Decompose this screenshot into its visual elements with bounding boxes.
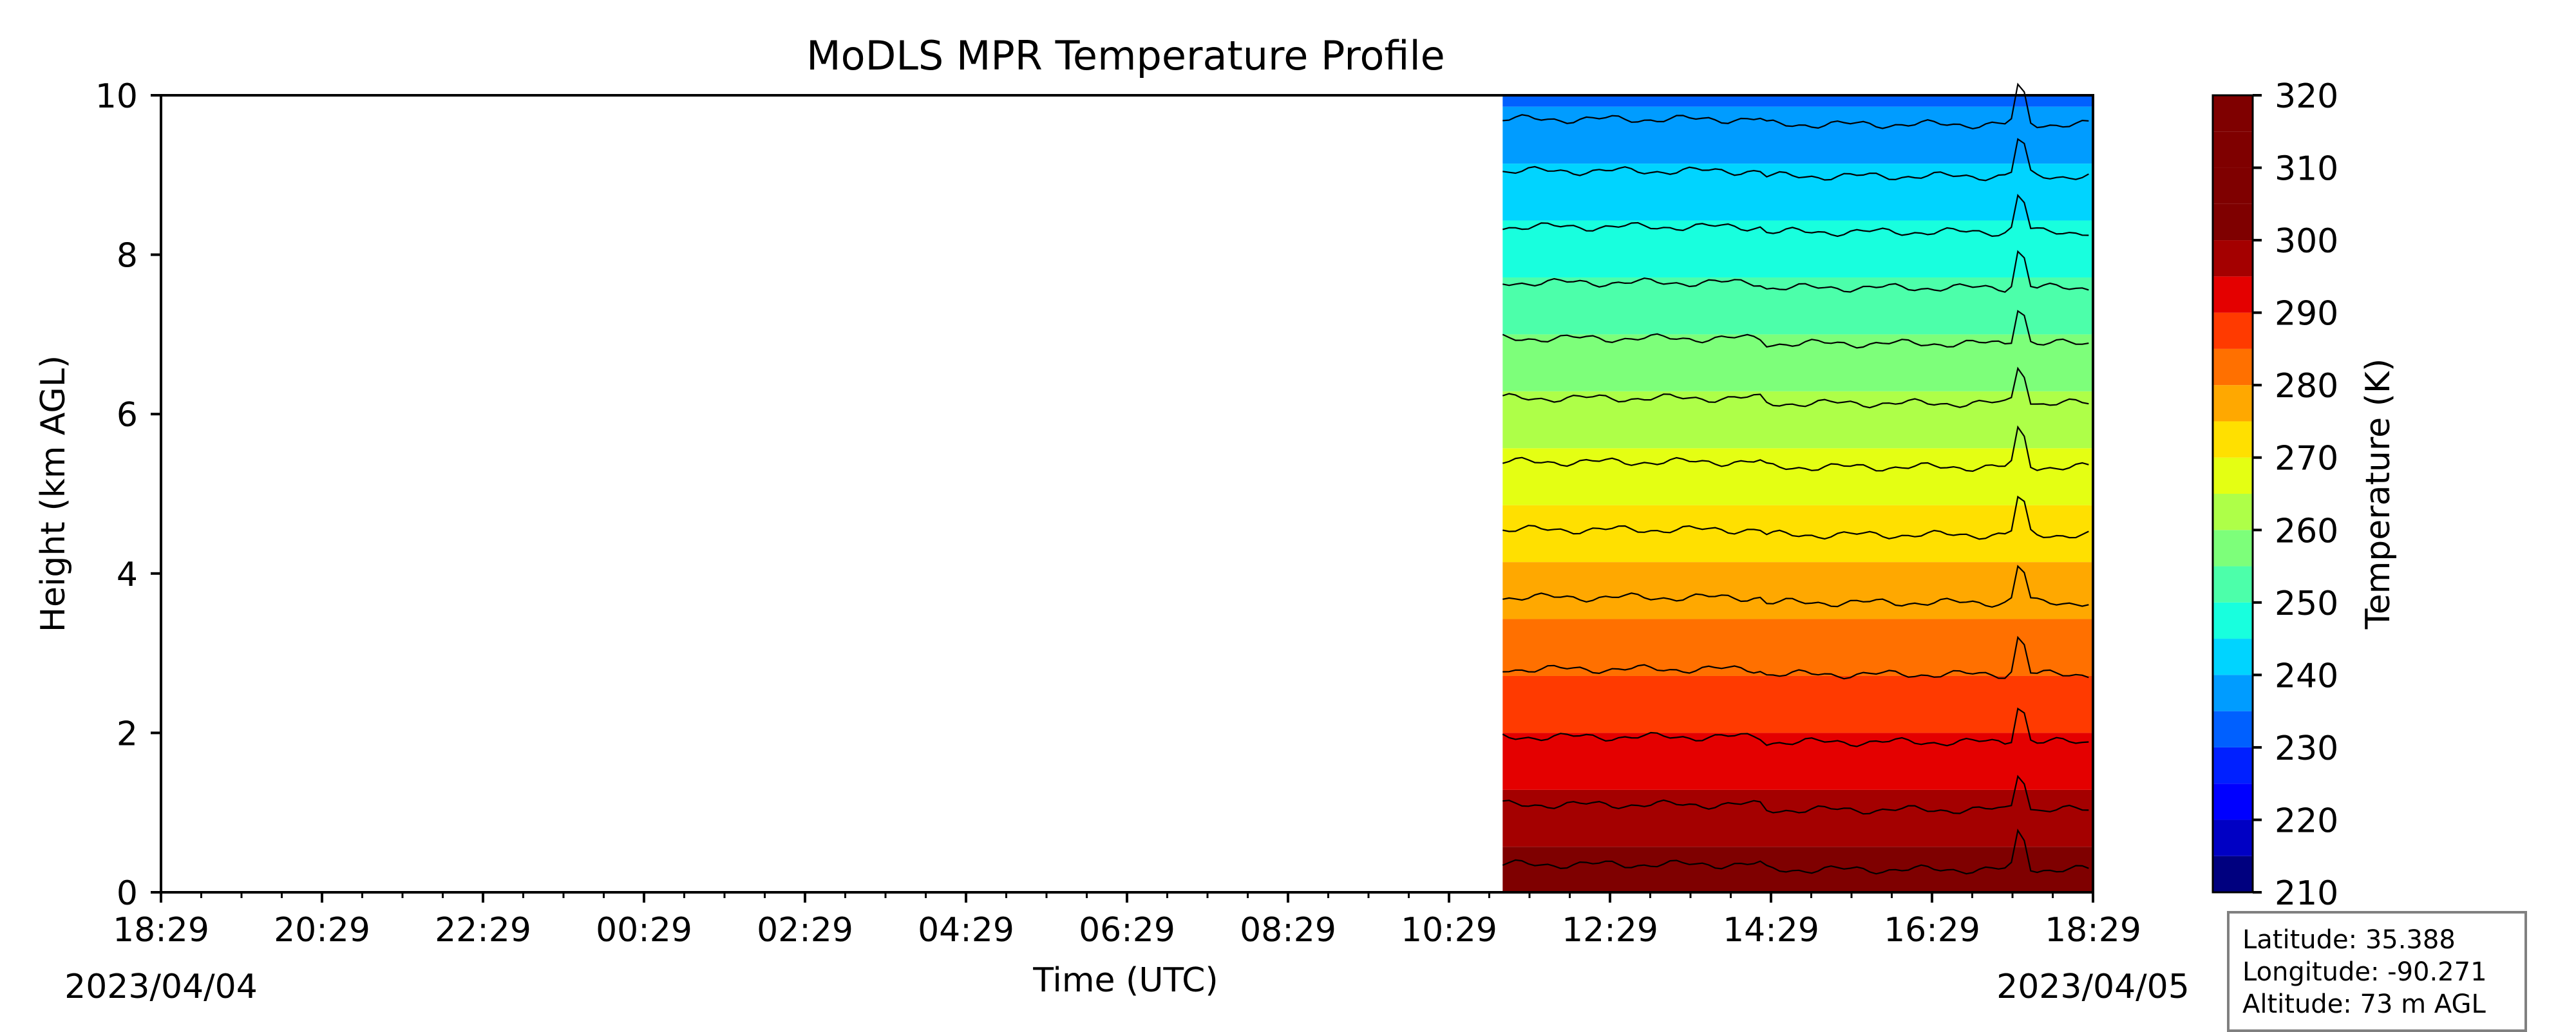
y-tick-label-5: 10 — [95, 77, 138, 116]
temperature-band-1 — [1502, 789, 2093, 847]
colorbar-tick-label-8: 290 — [2275, 295, 2338, 333]
colorbar-tick-label-2: 230 — [2275, 729, 2338, 768]
colorbar-segment-3 — [2213, 747, 2253, 784]
temperature-contours — [1502, 82, 2089, 875]
contour-line-12 — [1502, 82, 2089, 130]
temperature-field — [1502, 95, 2093, 892]
colorbar-segment-2 — [2213, 783, 2253, 820]
colorbar-segment-7 — [2213, 602, 2253, 639]
latitude-label: Latitude: 35.388 — [2242, 925, 2456, 955]
x-tick-label-5: 04:29 — [918, 911, 1014, 950]
colorbar-segment-14 — [2213, 348, 2253, 386]
colorbar-segment-17 — [2213, 240, 2253, 277]
temperature-band-0 — [1502, 847, 2093, 892]
contour-line-0 — [1502, 828, 2089, 875]
colorbar-tick-label-0: 210 — [2275, 874, 2338, 913]
chart-title: MoDLS MPR Temperature Profile — [806, 32, 1445, 79]
colorbar-segment-10 — [2213, 494, 2253, 530]
x-tick-label-10: 14:29 — [1723, 911, 1819, 950]
y-tick-label-0: 0 — [117, 874, 138, 913]
x-date-right: 2023/04/05 — [1996, 968, 2190, 1006]
altitude-label: Altitude: 73 m AGL — [2242, 990, 2486, 1019]
x-axis-label: Time (UTC) — [1032, 961, 1218, 1000]
station-info-box: Latitude: 35.388 Longitude: -90.271 Alti… — [2227, 911, 2527, 1032]
colorbar-segment-0 — [2213, 856, 2253, 892]
x-date-left: 2023/04/04 — [64, 968, 258, 1006]
x-tick-label-0: 18:29 — [113, 911, 209, 950]
colorbar-label: Temperature (K) — [2359, 359, 2398, 630]
x-tick-label-6: 06:29 — [1079, 911, 1175, 950]
y-tick-label-2: 4 — [117, 556, 138, 594]
x-tick-label-12: 18:29 — [2045, 911, 2141, 950]
x-tick-label-11: 16:29 — [1884, 911, 1980, 950]
x-tick-label-2: 22:29 — [435, 911, 531, 950]
colorbar-segment-1 — [2213, 820, 2253, 856]
temperature-band-10 — [1502, 277, 2093, 335]
y-axis-label: Height (km AGL) — [34, 355, 73, 632]
colorbar-tick-label-10: 310 — [2275, 150, 2338, 189]
x-tick-label-4: 02:29 — [757, 911, 853, 950]
colorbar-segment-8 — [2213, 566, 2253, 603]
colorbar-tick-label-11: 320 — [2275, 77, 2338, 116]
y-tick-label-3: 6 — [117, 396, 138, 435]
colorbar-tick-label-6: 270 — [2275, 440, 2338, 478]
colorbar — [2211, 94, 2254, 894]
colorbar-tick-label-5: 260 — [2275, 512, 2338, 550]
temperature-band-2 — [1502, 733, 2093, 790]
colorbar-tick-label-9: 300 — [2275, 222, 2338, 261]
temperature-band-5 — [1502, 562, 2093, 619]
contour-line-8 — [1502, 310, 2089, 349]
temperature-band-8 — [1502, 391, 2093, 449]
colorbar-frame — [2211, 94, 2254, 894]
temperature-band-14 — [1502, 95, 2093, 107]
contour-line-1 — [1502, 774, 2089, 815]
colorbar-segment-16 — [2213, 276, 2253, 313]
x-tick-label-1: 20:29 — [274, 911, 370, 950]
x-axis-ticks: 18:29 20:29 22:29 00:29 02:29 04:29 06:29 08:29… — [113, 892, 2141, 950]
colorbar-segment-19 — [2213, 167, 2253, 204]
colorbar-tick-label-3: 240 — [2275, 657, 2338, 695]
colorbar-segment-4 — [2213, 711, 2253, 747]
contour-line-11 — [1502, 138, 2089, 182]
colorbar-tick-label-4: 250 — [2275, 585, 2338, 623]
temperature-band-11 — [1502, 220, 2093, 277]
y-tick-label-1: 2 — [117, 715, 138, 753]
colorbar-ticks: 210 220 230 240 250 260 270 280 290 300 310 320 — [2253, 77, 2338, 913]
colorbar-segment-9 — [2213, 530, 2253, 567]
x-tick-label-8: 10:29 — [1401, 911, 1497, 950]
contour-line-9 — [1502, 250, 2089, 293]
colorbar-segment-13 — [2213, 385, 2253, 422]
colorbar-segment-11 — [2213, 457, 2253, 494]
x-tick-label-7: 08:29 — [1240, 911, 1336, 950]
contour-line-3 — [1502, 635, 2089, 680]
contour-line-6 — [1502, 425, 2089, 473]
temperature-band-13 — [1502, 106, 2093, 164]
contour-line-5 — [1502, 495, 2089, 540]
colorbar-segment-21 — [2213, 95, 2253, 132]
contour-line-10 — [1502, 194, 2089, 238]
temperature-band-3 — [1502, 675, 2093, 733]
contour-line-2 — [1502, 707, 2089, 747]
colorbar-tick-label-7: 280 — [2275, 367, 2338, 406]
colorbar-segment-6 — [2213, 639, 2253, 675]
colorbar-segment-5 — [2213, 675, 2253, 711]
temperature-band-12 — [1502, 164, 2093, 221]
colorbar-segment-12 — [2213, 421, 2253, 458]
x-tick-label-9: 12:29 — [1562, 911, 1658, 950]
colorbar-tick-label-1: 220 — [2275, 802, 2338, 840]
contour-line-4 — [1502, 565, 2089, 608]
contour-line-7 — [1502, 366, 2089, 409]
colorbar-segment-20 — [2213, 131, 2253, 168]
y-axis-ticks: 0 2 4 6 8 10 — [95, 77, 161, 913]
temperature-band-9 — [1502, 334, 2093, 391]
longitude-label: Longitude: -90.271 — [2242, 957, 2487, 987]
colorbar-segment-18 — [2213, 203, 2253, 241]
y-tick-label-4: 8 — [117, 237, 138, 276]
temperature-band-4 — [1502, 619, 2093, 676]
x-tick-label-3: 00:29 — [596, 911, 692, 950]
temperature-band-7 — [1502, 448, 2093, 505]
colorbar-segment-15 — [2213, 312, 2253, 349]
